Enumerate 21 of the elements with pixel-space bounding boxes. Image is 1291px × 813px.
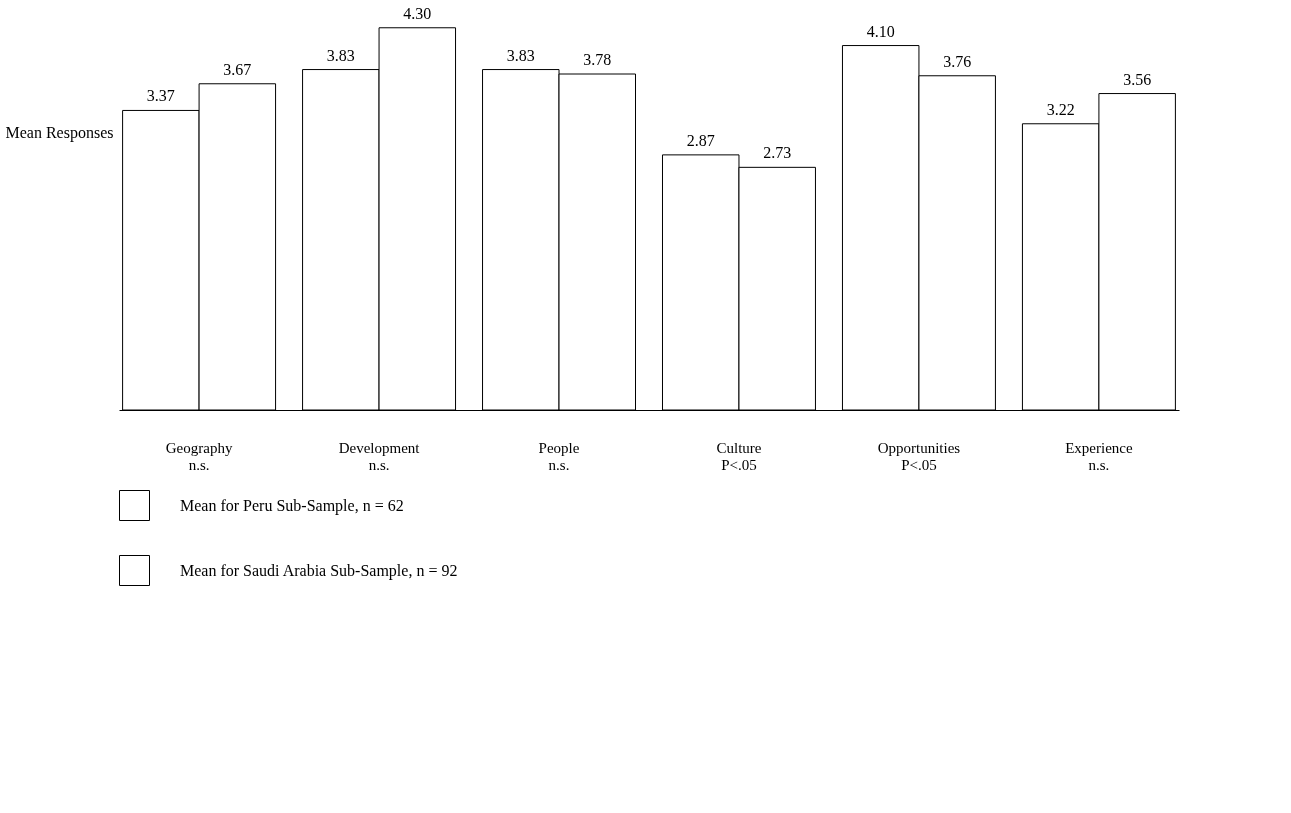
x-tick-label: Culture P<.05 bbox=[716, 439, 762, 473]
data-label: 3.67 bbox=[223, 60, 252, 78]
x-tick-label: Geography n.s. bbox=[165, 439, 233, 473]
data-label: 3.83 bbox=[506, 46, 535, 64]
data-label: 3.78 bbox=[583, 51, 612, 68]
data-label: 3.76 bbox=[943, 52, 972, 70]
data-label: 3.22 bbox=[1046, 100, 1075, 118]
data-label: 4.30 bbox=[403, 4, 432, 22]
data-label: 4.10 bbox=[866, 22, 895, 40]
x-tick-label: Experience n.s. bbox=[1065, 439, 1133, 473]
data-label: 3.37 bbox=[146, 87, 175, 105]
x-tick-label: People n.s. bbox=[538, 439, 580, 473]
x-tick-label: Development n.s. bbox=[338, 439, 421, 473]
x-tick-label: Opportunities P<.05 bbox=[877, 439, 961, 473]
legend-label: Mean for Saudi Arabia Sub-Sample, n = 92 bbox=[180, 561, 458, 580]
legend-label: Mean for Peru Sub-Sample, n = 62 bbox=[180, 496, 404, 515]
data-label: 2.87 bbox=[686, 131, 715, 149]
data-label: 3.56 bbox=[1123, 70, 1152, 88]
data-label: 2.73 bbox=[763, 144, 792, 162]
y-axis-title: Mean Responses bbox=[5, 123, 114, 142]
data-label: 3.83 bbox=[326, 46, 355, 64]
